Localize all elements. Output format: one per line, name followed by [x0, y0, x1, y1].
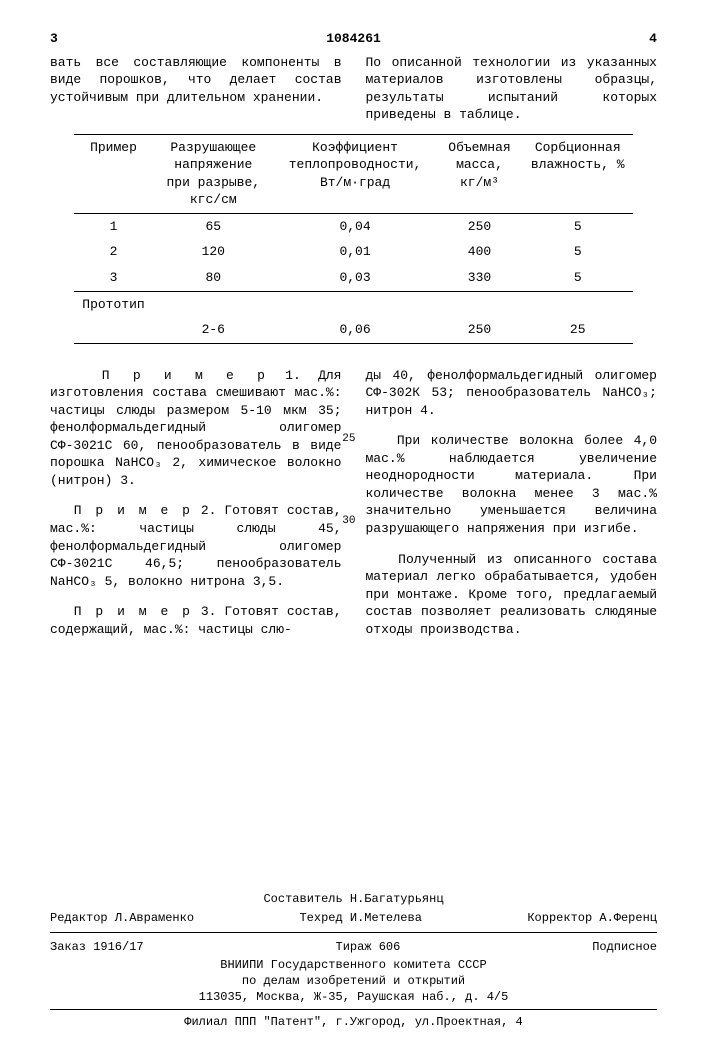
body-left: П р и м е р 1. Для изготовления состава …: [50, 354, 342, 652]
example-1: П р и м е р 1. Для изготовления состава …: [50, 367, 342, 490]
body-right-p2: При количестве волокна более 4,0 мас.% н…: [366, 432, 658, 537]
page-header: 3 1084261 4: [50, 30, 657, 48]
body-right: ды 40, фенолформальдегидный олигомер СФ-…: [366, 354, 658, 652]
right-page-num: 4: [649, 30, 657, 48]
body-right-p3: Полученный из описанного состава материа…: [366, 551, 658, 639]
col-header: Объемная масса, кг/м³: [436, 134, 523, 213]
address: 113035, Москва, Ж-35, Раушская наб., д. …: [50, 989, 657, 1005]
footer: Составитель Н.Багатурьянц Редактор Л.Авр…: [50, 891, 657, 1030]
results-table: Пример Разрушающее напряжение при разрыв…: [74, 134, 632, 344]
line-number-25: 25: [342, 432, 355, 447]
editor: Редактор Л.Авраменко: [50, 910, 194, 926]
table-row: 3 80 0,03 330 5: [74, 265, 632, 291]
subscription: Подписное: [592, 939, 657, 955]
order: Заказ 1916/17: [50, 939, 144, 955]
table-header-row: Пример Разрушающее напряжение при разрыв…: [74, 134, 632, 213]
line-number-30: 30: [342, 514, 355, 529]
col-header: Сорбционная влажность, %: [523, 134, 633, 213]
intro-columns: вать все составляющие компоненты в виде …: [50, 54, 657, 124]
col-header: Пример: [74, 134, 152, 213]
doc-number: 1084261: [326, 30, 381, 48]
col-header: Разрушающее напряжение при разрыве, кгс/…: [153, 134, 274, 213]
corrector: Корректор А.Ференц: [527, 910, 657, 926]
table-proto-label-row: Прототип: [74, 291, 632, 317]
intro-right: По описанной технологии из указанных мат…: [366, 54, 658, 124]
techred: Техред И.Метелева: [299, 910, 421, 926]
body-right-p1: ды 40, фенолформальдегидный олигомер СФ-…: [366, 367, 658, 420]
body-columns: П р и м е р 1. Для изготовления состава …: [50, 354, 657, 652]
example-3: П р и м е р 3. Готовят состав, содержащи…: [50, 603, 342, 638]
tirazh: Тираж 606: [336, 939, 401, 955]
branch: Филиал ППП "Патент", г.Ужгород, ул.Проек…: [50, 1014, 657, 1030]
col-header: Коэффициент теплопроводности, Вт/м·град: [274, 134, 436, 213]
intro-left: вать все составляющие компоненты в виде …: [50, 54, 342, 124]
table-row: 1 65 0,04 250 5: [74, 213, 632, 239]
table-row: 2 120 0,01 400 5: [74, 239, 632, 265]
org-line-1: ВНИИПИ Государственного комитета СССР: [50, 957, 657, 973]
org-line-2: по делам изобретений и открытий: [50, 973, 657, 989]
table-proto-row: 2-6 0,06 250 25: [74, 317, 632, 343]
compiler: Составитель Н.Багатурьянц: [50, 891, 657, 907]
left-page-num: 3: [50, 30, 58, 48]
example-2: П р и м е р 2. Готовят состав, мас.%: ча…: [50, 502, 342, 590]
